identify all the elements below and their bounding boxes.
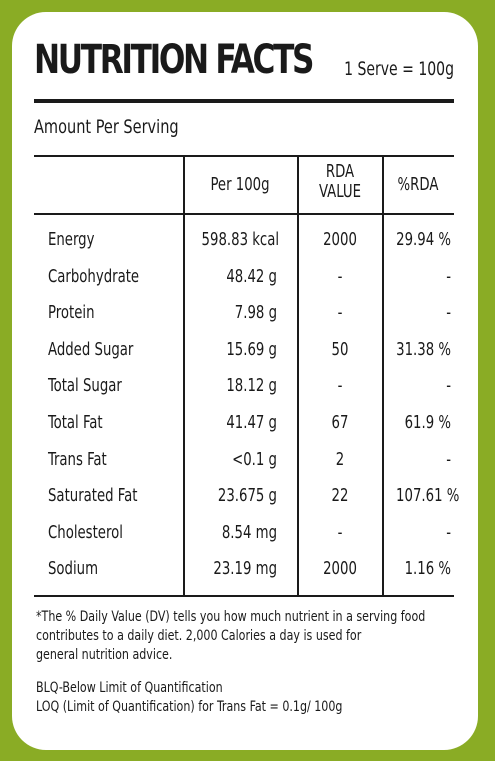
nutrient-per100g: 8.54 mg <box>221 522 277 543</box>
column-divider-1 <box>183 155 185 595</box>
nutrient-pct-rda: 61.9 % <box>404 412 451 433</box>
table-bottom-rule <box>34 595 454 597</box>
nutrient-per100g: 598.83 kcal <box>201 229 280 250</box>
column-header-pct-rda: %RDA <box>397 174 439 195</box>
nutrient-pct-rda: - <box>446 375 451 396</box>
nutrient-pct-rda: - <box>446 522 451 543</box>
column-divider-2 <box>297 155 299 595</box>
column-header-per100g: Per 100g <box>210 174 270 195</box>
nutrient-per100g: <0.1 g <box>232 449 277 470</box>
nutrient-rda-value: 67 <box>331 412 349 433</box>
table-top-rule <box>34 155 454 157</box>
nutrient-name: Total Fat <box>48 412 103 433</box>
nutrient-per100g: 23.675 g <box>217 485 277 506</box>
label-title: NUTRITION FACTS <box>34 37 315 83</box>
nutrition-card <box>12 12 478 750</box>
nutrient-name: Sodium <box>48 558 99 579</box>
nutrient-per100g: 15.69 g <box>226 339 277 360</box>
nutrient-per100g: 18.12 g <box>226 375 277 396</box>
nutrient-rda-value: - <box>337 375 343 396</box>
nutrient-pct-rda: 29.94 % <box>396 229 451 250</box>
footnote-line-3: general nutrition advice. <box>36 647 173 663</box>
nutrient-rda-value: - <box>337 302 343 323</box>
footnote-loq: LOQ (Limit of Quantification) for Trans … <box>36 699 343 715</box>
nutrient-rda-value: 50 <box>331 339 349 360</box>
nutrient-per100g: 48.42 g <box>226 266 277 287</box>
amount-per-serving: Amount Per Serving <box>34 116 179 138</box>
nutrient-name: Total Sugar <box>48 375 122 396</box>
nutrient-per100g: 41.47 g <box>226 412 277 433</box>
nutrient-rda-value: - <box>337 522 343 543</box>
nutrient-name: Saturated Fat <box>48 485 138 506</box>
column-header-rda-line2: VALUE <box>319 181 361 202</box>
nutrient-pct-rda: - <box>446 449 451 470</box>
nutrient-pct-rda: - <box>446 302 451 323</box>
nutrient-pct-rda: 31.38 % <box>396 339 451 360</box>
nutrient-per100g: 23.19 mg <box>213 558 277 579</box>
nutrient-name: Protein <box>48 302 95 323</box>
nutrient-name: Carbohydrate <box>48 266 140 287</box>
column-header-rda-line1: RDA <box>325 161 355 182</box>
serving-size: 1 Serve = 100g <box>344 58 454 80</box>
nutrient-pct-rda: - <box>446 266 451 287</box>
nutrient-pct-rda: 1.16 % <box>404 558 451 579</box>
footnote-line-2: contributes to a daily diet. 2,000 Calor… <box>36 628 362 644</box>
nutrient-rda-value: 2 <box>335 449 345 470</box>
nutrient-name: Energy <box>48 229 95 250</box>
nutrient-name: Added Sugar <box>48 339 134 360</box>
nutrient-per100g: 7.98 g <box>234 302 277 323</box>
title-divider <box>34 99 454 103</box>
nutrient-rda-value: 2000 <box>323 558 357 579</box>
nutrient-rda-value: 22 <box>331 485 349 506</box>
table-header-rule <box>34 213 454 215</box>
nutrient-name: Trans Fat <box>48 449 107 470</box>
footnote-blq: BLQ-Below Limit of Quantification <box>36 680 223 696</box>
nutrient-pct-rda: 107.61 % <box>396 485 460 506</box>
footnote-line-1: *The % Daily Value (DV) tells you how mu… <box>36 609 426 625</box>
nutrient-rda-value: - <box>337 266 343 287</box>
title-row: NUTRITION FACTS 1 Serve = 100g <box>34 36 454 96</box>
nutrient-rda-value: 2000 <box>323 229 357 250</box>
column-divider-3 <box>382 155 384 595</box>
nutrient-name: Cholesterol <box>48 522 123 543</box>
